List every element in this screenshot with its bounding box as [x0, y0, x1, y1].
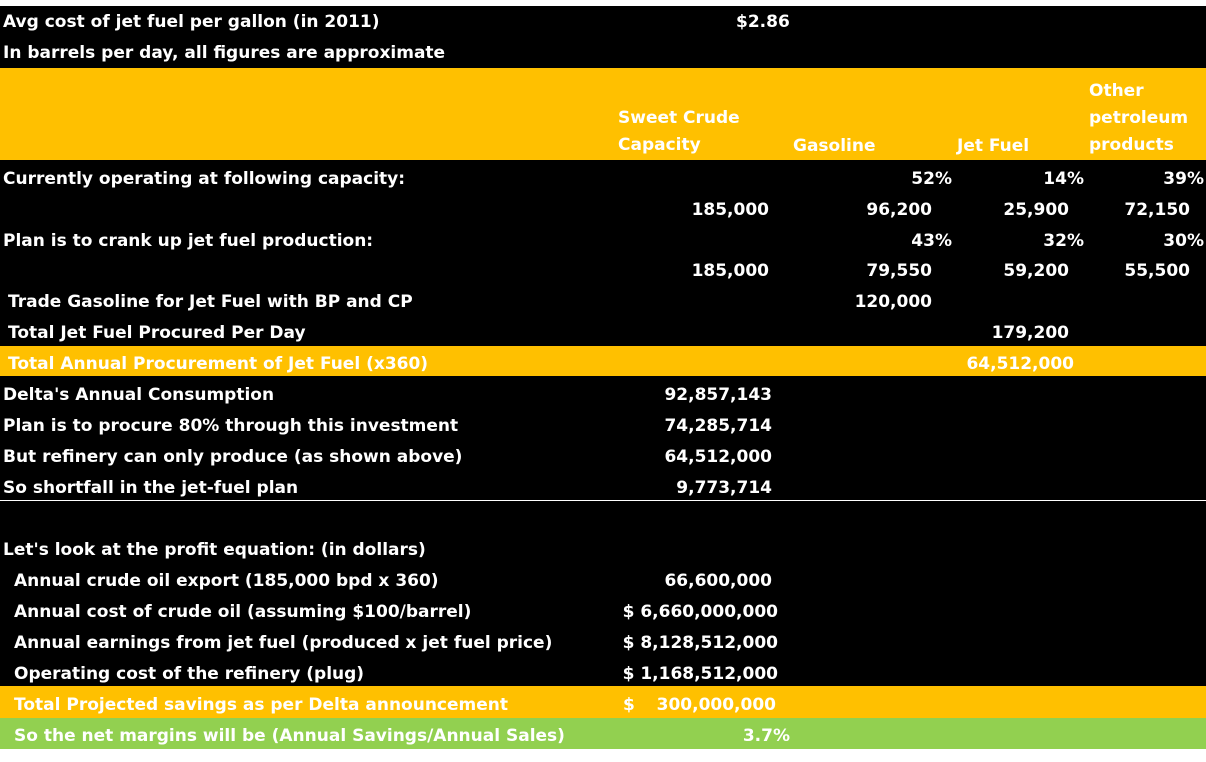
shortfall-label: So shortfall in the jet-fuel plan — [3, 478, 299, 498]
col-header-sweet-crude-line2: Capacity — [618, 135, 701, 155]
plan-jet: 59,200 — [1003, 261, 1069, 281]
current-other: 72,150 — [1124, 200, 1190, 220]
procure-value: 74,285,714 — [664, 416, 772, 436]
body-band — [0, 160, 1206, 346]
current-jet: 25,900 — [1003, 200, 1069, 220]
current-sweet-crude: 185,000 — [691, 200, 769, 220]
current-gasoline: 96,200 — [866, 200, 932, 220]
crude-export-value: 66,600,000 — [664, 571, 772, 591]
operating-cost-label: Operating cost of the refinery (plug) — [14, 664, 365, 684]
margin-label: So the net margins will be (Annual Savin… — [14, 726, 565, 746]
top-band — [0, 6, 1206, 68]
total-annual-label: Total Annual Procurement of Jet Fuel (x3… — [8, 354, 429, 374]
crude-cost-value: $ 6,660,000,000 — [622, 602, 778, 622]
annual-procurement-band — [0, 346, 1206, 376]
crude-export-label: Annual crude oil export (185,000 bpd x 3… — [14, 571, 439, 591]
total-jet-day-value: 179,200 — [991, 323, 1069, 343]
trade-gasoline: 120,000 — [854, 292, 932, 312]
column-header-band — [0, 68, 1206, 160]
col-header-jet-fuel: Jet Fuel — [957, 136, 1030, 156]
jet-earnings-value: $ 8,128,512,000 — [622, 633, 778, 653]
current-capacity-label: Currently operating at following capacit… — [3, 169, 406, 189]
total-annual-value: 64,512,000 — [966, 354, 1074, 374]
avg-cost-label: Avg cost of jet fuel per gallon (in 2011… — [3, 12, 380, 32]
divider-line — [0, 500, 1206, 501]
col-header-gasoline: Gasoline — [793, 136, 876, 156]
current-other-pct: 39% — [1163, 169, 1204, 189]
plan-sweet-crude: 185,000 — [691, 261, 769, 281]
plan-label: Plan is to crank up jet fuel production: — [3, 231, 374, 251]
refinery-value: 64,512,000 — [664, 447, 772, 467]
units-note: In barrels per day, all figures are appr… — [3, 43, 446, 63]
col-header-other-line2: petroleum — [1089, 108, 1189, 128]
profit-heading: Let's look at the profit equation: (in d… — [3, 540, 426, 560]
col-header-other-line1: Other — [1089, 81, 1144, 101]
total-jet-day-label: Total Jet Fuel Procured Per Day — [8, 323, 306, 343]
col-header-other-line3: products — [1089, 135, 1174, 155]
consumption-band — [0, 376, 1206, 686]
col-header-sweet-crude-line1: Sweet Crude — [618, 108, 740, 128]
margin-value: 3.7% — [742, 726, 790, 746]
crude-cost-label: Annual cost of crude oil (assuming $100/… — [14, 602, 472, 622]
procure-label: Plan is to procure 80% through this inve… — [3, 416, 459, 436]
refinery-label: But refinery can only produce (as shown … — [3, 447, 463, 467]
plan-gasoline: 79,550 — [866, 261, 932, 281]
margin-band — [0, 718, 1206, 749]
plan-jet-pct: 32% — [1043, 231, 1084, 251]
savings-band — [0, 686, 1206, 718]
col-header-other: Other petroleum products — [1089, 78, 1188, 159]
avg-cost-value: $2.86 — [736, 12, 790, 32]
savings-label: Total Projected savings as per Delta ann… — [14, 695, 509, 715]
shortfall-value: 9,773,714 — [676, 478, 772, 498]
operating-cost-value: $ 1,168,512,000 — [622, 664, 778, 684]
savings-value: 300,000,000 — [656, 695, 776, 715]
jet-earnings-label: Annual earnings from jet fuel (produced … — [14, 633, 553, 653]
col-header-sweet-crude: Sweet Crude Capacity — [618, 105, 740, 159]
consumption-value: 92,857,143 — [664, 385, 772, 405]
current-gasoline-pct: 52% — [911, 169, 952, 189]
plan-gasoline-pct: 43% — [911, 231, 952, 251]
consumption-label: Delta's Annual Consumption — [3, 385, 275, 405]
trade-label: Trade Gasoline for Jet Fuel with BP and … — [8, 292, 413, 312]
plan-other-pct: 30% — [1163, 231, 1204, 251]
savings-currency: $ — [623, 695, 635, 715]
plan-other: 55,500 — [1124, 261, 1190, 281]
current-jet-pct: 14% — [1043, 169, 1084, 189]
